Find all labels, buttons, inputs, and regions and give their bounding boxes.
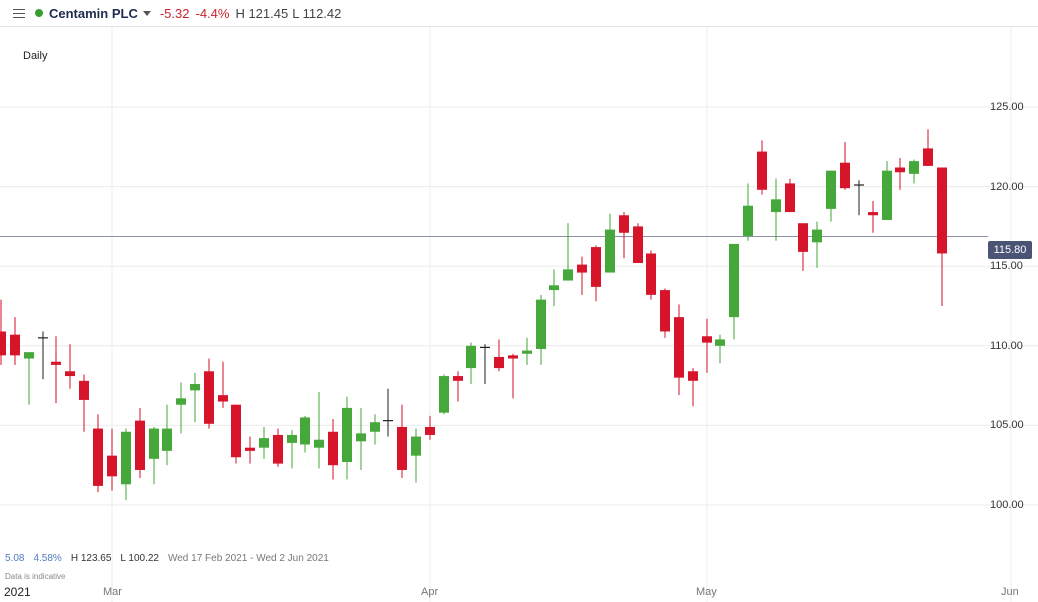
candle-body [231, 404, 241, 458]
hamburger-menu-icon[interactable] [13, 8, 25, 18]
instrument-name[interactable]: Centamin PLC [49, 5, 138, 21]
candle-body [328, 431, 338, 466]
candle-body [895, 167, 905, 173]
candle-body [0, 331, 6, 356]
instrument-header: Centamin PLC -5.32 -4.4% H 121.45 L 112.… [0, 0, 1038, 27]
candle-body [605, 229, 615, 273]
x-axis-label: Apr [421, 586, 439, 598]
candle-body [646, 253, 656, 295]
range-change-percent: 4.58% [33, 553, 62, 564]
candlestick-chart[interactable] [0, 27, 1038, 602]
candle-body [190, 384, 200, 391]
candle-body [882, 170, 892, 221]
candle-body [287, 434, 297, 443]
candle-body [536, 299, 546, 349]
candle-body [674, 317, 684, 378]
candle-body [729, 243, 739, 318]
candle-body [51, 361, 61, 365]
date-range: Wed 17 Feb 2021 - Wed 2 Jun 2021 [167, 553, 329, 564]
candle-body [300, 417, 310, 445]
candle-body [798, 223, 808, 252]
day-low: L 112.42 [292, 5, 342, 21]
y-axis-label: 105.00 [990, 419, 1024, 431]
candle-body [439, 376, 449, 413]
candle-body [549, 285, 559, 291]
candle-body [204, 371, 214, 424]
candle-body [522, 350, 532, 354]
candle-body [508, 355, 518, 359]
range-high: H 123.65 [70, 553, 112, 564]
candle-body [411, 436, 421, 456]
candle-body [688, 371, 698, 381]
candle-body [10, 334, 20, 356]
candle-body [273, 434, 283, 464]
range-low: L 100.22 [120, 553, 159, 564]
x-axis-label: May [696, 586, 717, 598]
candle-body [79, 380, 89, 400]
candle-body [660, 290, 670, 332]
y-axis-label: 120.00 [990, 181, 1024, 193]
candle-body [715, 339, 725, 346]
instrument-dropdown-caret-icon[interactable] [142, 10, 151, 16]
candle-body [591, 247, 601, 287]
candle-body [757, 151, 767, 190]
candle-body [425, 426, 435, 435]
candle-body [563, 269, 573, 281]
candle-body [619, 215, 629, 233]
candle-body [314, 439, 324, 448]
price-change-percent: -4.4% [195, 5, 230, 21]
candle-body [937, 167, 947, 254]
candle-body [397, 426, 407, 470]
candle-body [702, 336, 712, 343]
candle-body [743, 205, 753, 236]
candle-body [356, 433, 366, 442]
candle-body [577, 264, 587, 273]
candle-body [812, 229, 822, 243]
candle-body [826, 170, 836, 209]
data-indicative-note: Data is indicative [5, 572, 66, 581]
candle-body [785, 183, 795, 213]
candle-body [771, 199, 781, 213]
y-axis-label: 115.00 [990, 260, 1023, 272]
candle-body [370, 422, 380, 432]
x-axis-year: 2021 [4, 585, 31, 599]
interval-label: Daily [23, 50, 48, 62]
x-axis-label: Jun [1001, 586, 1019, 598]
x-axis-label: Mar [103, 586, 122, 598]
candle-body [65, 371, 75, 377]
y-axis-label: 100.00 [990, 499, 1024, 511]
candle-body [121, 431, 131, 485]
y-axis-label: 125.00 [990, 101, 1024, 113]
candle-body [342, 407, 352, 463]
candle-body [135, 420, 145, 470]
candle-body [218, 395, 228, 402]
candle-body [162, 428, 172, 451]
candle-body [453, 376, 463, 381]
candle-body [93, 428, 103, 486]
candle-body [245, 447, 255, 451]
candle-body [24, 352, 34, 359]
candle-body [633, 226, 643, 264]
candle-body [909, 161, 919, 174]
range-change: 5.08 [5, 553, 25, 564]
current-price-tag: 115.80 [988, 241, 1032, 259]
y-axis-label: 110.00 [990, 340, 1023, 352]
market-status-dot-icon [35, 9, 43, 17]
candle-body [466, 345, 476, 369]
candle-body [107, 455, 117, 477]
candle-body [149, 428, 159, 459]
day-high: H 121.45 [235, 5, 289, 21]
candle-body [259, 438, 269, 448]
price-change: -5.32 [159, 5, 190, 21]
candle-body [176, 398, 186, 405]
candle-body [923, 148, 933, 166]
range-summary: 5.08 4.58% H 123.65 L 100.22 Wed 17 Feb … [5, 553, 329, 564]
candle-body [840, 162, 850, 189]
candle-body [868, 212, 878, 216]
candle-body [494, 356, 504, 369]
